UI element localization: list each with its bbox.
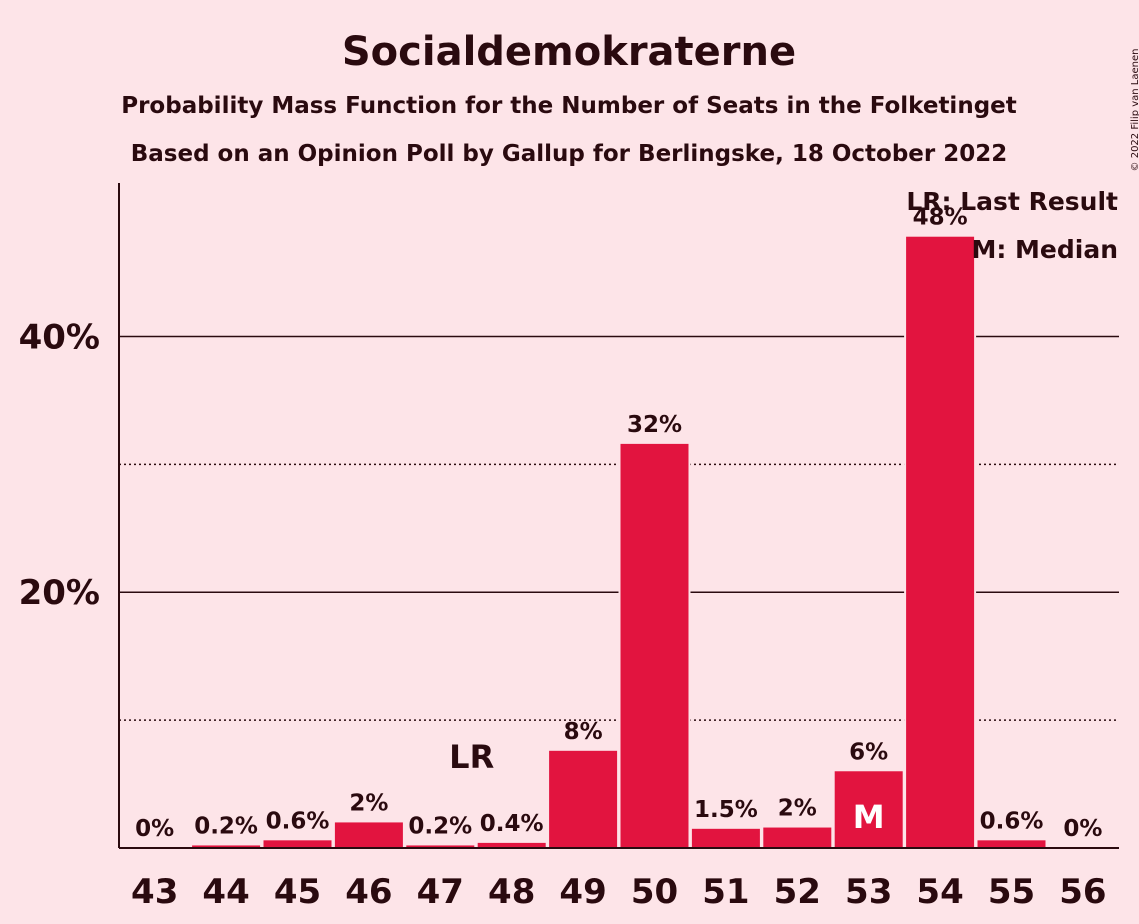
bar [620,443,689,848]
chart-subtitle: Probability Mass Function for the Number… [121,93,1017,119]
copyright: © 2022 Filip van Laenen [1130,49,1139,172]
axes [118,183,1119,849]
data-label: 2% [778,796,817,822]
median-marker: M [853,798,885,836]
bar [263,840,332,848]
x-tick-label: 50 [631,872,678,912]
bar [763,827,832,848]
data-label: 8% [564,719,603,745]
bar [477,842,546,848]
x-tick-label: 51 [702,872,749,912]
legend-entry: LR: Last Result [906,187,1118,216]
x-tick-label: 55 [988,872,1035,912]
data-label: 2% [349,790,388,816]
legend: LR: Last Result M: Median [906,187,1118,264]
bar [977,840,1046,848]
x-tick-label: 56 [1059,872,1106,912]
bar [691,828,760,848]
x-tick-label: 53 [845,872,892,912]
x-tick-label: 49 [559,872,606,912]
x-tick-label: 45 [274,872,321,912]
bar [406,845,475,848]
data-label: 6% [849,739,888,765]
y-tick-label: 20% [19,573,100,613]
bar [549,750,618,848]
chart-subtitle-2: Based on an Opinion Poll by Gallup for B… [131,141,1008,167]
bars [190,234,1048,848]
legend-entry: M: Median [971,235,1118,264]
data-labels: 0% 43 0.2% 44 0.6% 45 2% 46 0.2% 47 0.4% 48 LR 8% 49 32… [131,205,1107,912]
data-label: 0.2% [194,813,258,839]
bar [192,845,261,848]
data-label: 0.6% [266,808,330,834]
x-tick-label: 48 [488,872,535,912]
bar [834,771,903,848]
data-label: 0.2% [408,813,472,839]
data-label: 48% [913,205,968,231]
bar [334,822,403,848]
data-label: 0% [1063,816,1102,842]
bar [906,236,975,848]
data-label: 0.4% [480,811,544,837]
data-label: 0.6% [980,808,1044,834]
last-result-marker: LR [449,738,494,776]
x-tick-label: 43 [131,872,178,912]
data-label: 0% [135,816,174,842]
x-tick-label: 44 [202,872,249,912]
chart-title: Socialdemokraterne [342,29,796,75]
y-tick-label: 40% [19,317,100,357]
data-label: 1.5% [694,797,758,823]
x-tick-label: 46 [345,872,392,912]
x-tick-label: 54 [916,872,963,912]
x-tick-label: 52 [774,872,821,912]
x-tick-label: 47 [417,872,464,912]
data-label: 32% [627,412,682,438]
